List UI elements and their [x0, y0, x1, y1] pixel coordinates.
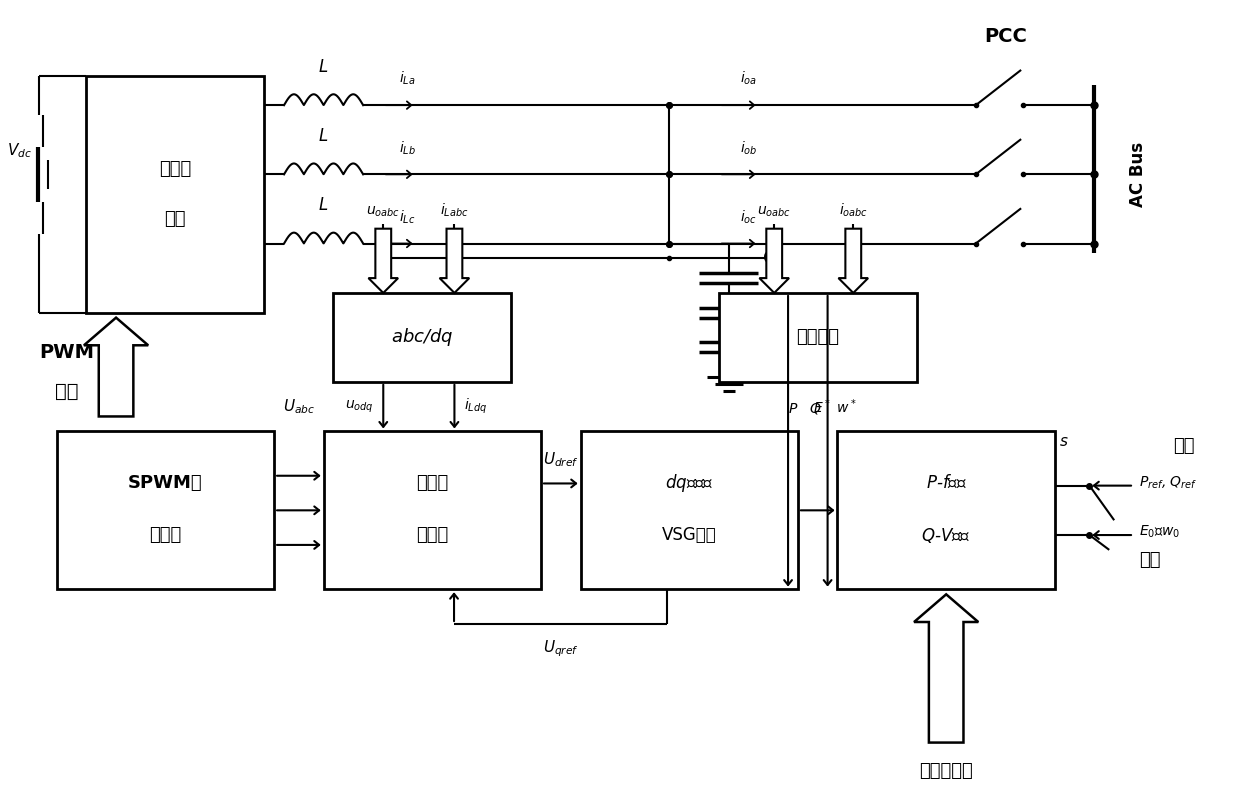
- FancyArrow shape: [759, 228, 789, 293]
- FancyArrow shape: [440, 228, 469, 293]
- Text: 三相逆: 三相逆: [159, 160, 191, 178]
- Text: 变器: 变器: [165, 210, 186, 228]
- Text: $i_{ob}$: $i_{ob}$: [740, 139, 758, 156]
- Text: PCC: PCC: [985, 27, 1027, 46]
- Text: 并网: 并网: [1173, 437, 1195, 455]
- Text: $i_{oa}$: $i_{oa}$: [740, 70, 758, 87]
- Text: VSG方程: VSG方程: [662, 526, 717, 544]
- FancyArrow shape: [368, 228, 398, 293]
- FancyArrow shape: [838, 228, 868, 293]
- Text: $i_{Lb}$: $i_{Lb}$: [399, 139, 417, 156]
- Text: 脉冲: 脉冲: [55, 382, 78, 401]
- Text: $E_0$、$w_0$: $E_0$、$w_0$: [1138, 524, 1180, 540]
- Text: 电压电: 电压电: [417, 473, 449, 491]
- FancyArrow shape: [84, 318, 148, 417]
- Text: $u_{odq}$: $u_{odq}$: [345, 399, 373, 414]
- Bar: [837, 431, 1055, 590]
- Text: abc/$dq$: abc/$dq$: [391, 327, 454, 349]
- Text: $Q$-$V$下垂: $Q$-$V$下垂: [921, 525, 971, 545]
- Text: $U_{dref}$: $U_{dref}$: [543, 450, 579, 469]
- Text: $dq$坐标系: $dq$坐标系: [665, 472, 713, 494]
- Text: $i_{oc}$: $i_{oc}$: [740, 208, 758, 226]
- Bar: [334, 293, 511, 382]
- Bar: [324, 431, 541, 590]
- Bar: [57, 431, 274, 590]
- Text: $P$   $Q$: $P$ $Q$: [789, 401, 822, 417]
- Text: 微网控制器: 微网控制器: [919, 762, 973, 780]
- Text: $U_{qref}$: $U_{qref}$: [543, 639, 579, 659]
- Text: PWM: PWM: [40, 343, 94, 362]
- Text: $E^*$ $w^*$: $E^*$ $w^*$: [812, 398, 857, 417]
- Text: C: C: [764, 249, 777, 268]
- Text: $i_{Lc}$: $i_{Lc}$: [399, 208, 415, 226]
- Bar: [719, 293, 916, 382]
- Text: $L$: $L$: [319, 57, 329, 75]
- Text: $V_{dc}$: $V_{dc}$: [6, 141, 32, 159]
- Text: SPWM正: SPWM正: [128, 473, 203, 491]
- Text: $P$-$f$下垂: $P$-$f$下垂: [926, 473, 967, 491]
- Text: $P_{ref}$, $Q_{ref}$: $P_{ref}$, $Q_{ref}$: [1138, 474, 1198, 491]
- Text: $i_{Ldq}$: $i_{Ldq}$: [464, 397, 487, 416]
- Bar: [87, 75, 264, 312]
- Text: 流内环: 流内环: [417, 526, 449, 544]
- Text: $u_{oabc}$: $u_{oabc}$: [758, 204, 791, 219]
- Text: $i_{oabc}$: $i_{oabc}$: [838, 202, 868, 219]
- Text: AC Bus: AC Bus: [1128, 142, 1147, 207]
- Text: $i_{La}$: $i_{La}$: [399, 70, 415, 87]
- Text: 离网: 离网: [1138, 551, 1161, 569]
- FancyArrow shape: [914, 594, 978, 743]
- Text: $L$: $L$: [319, 126, 329, 144]
- Text: $U_{abc}$: $U_{abc}$: [283, 398, 315, 417]
- Text: s: s: [1060, 433, 1068, 449]
- Text: 功率计算: 功率计算: [796, 328, 839, 346]
- Bar: [580, 431, 799, 590]
- Text: $u_{oabc}$: $u_{oabc}$: [366, 204, 401, 219]
- Text: $i_{Labc}$: $i_{Labc}$: [440, 202, 469, 219]
- Text: 弦调制: 弦调制: [149, 526, 181, 544]
- Text: $L$: $L$: [319, 196, 329, 214]
